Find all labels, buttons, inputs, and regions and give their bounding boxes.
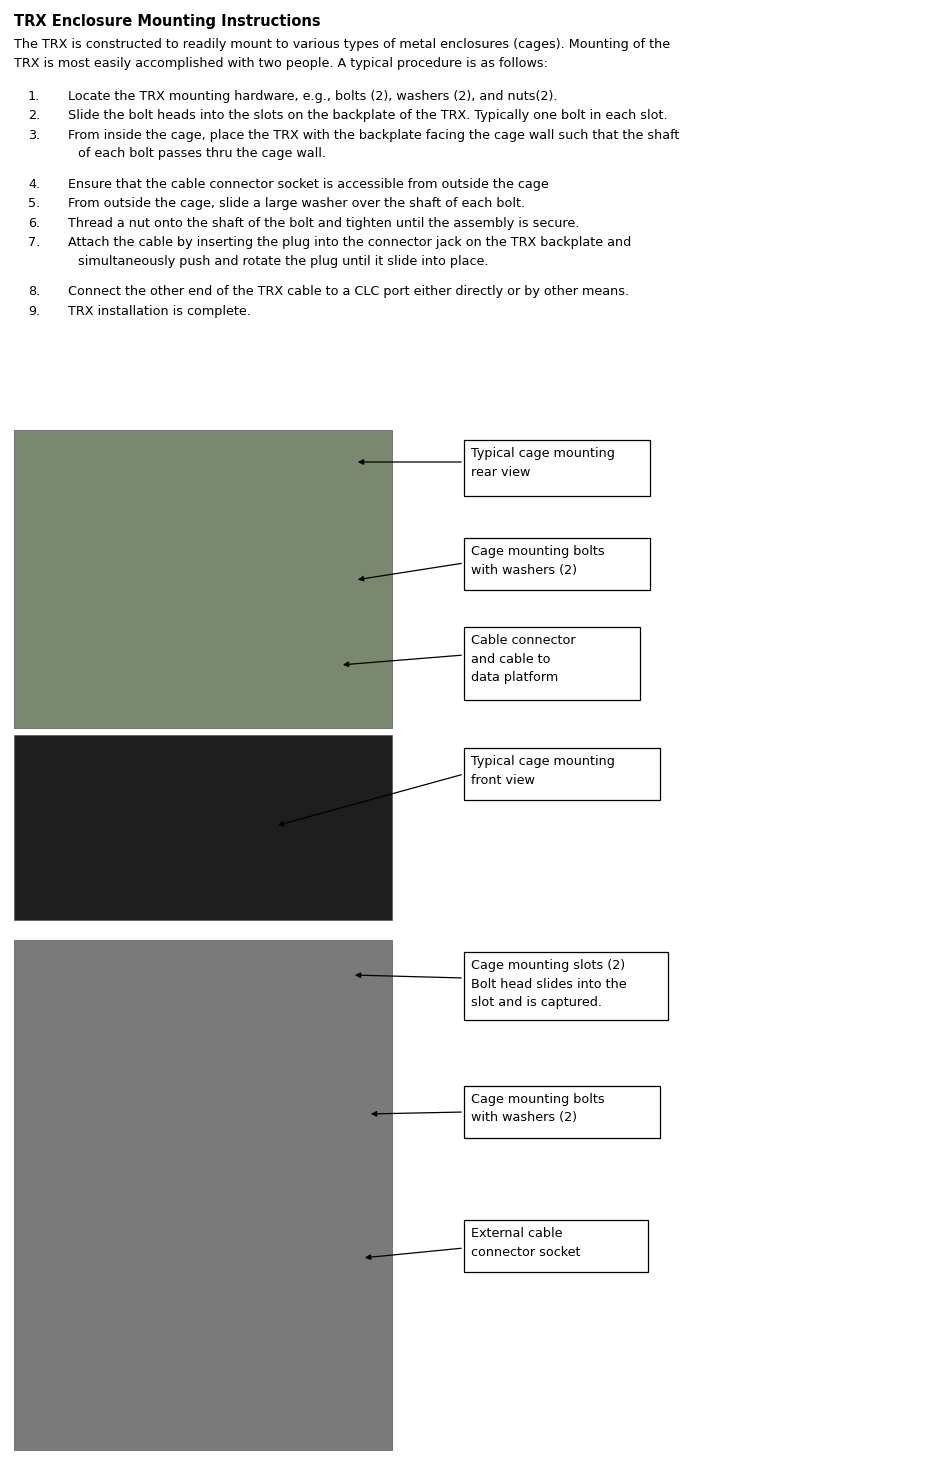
Text: External cable
connector socket: External cable connector socket bbox=[471, 1227, 580, 1259]
Text: 2.: 2. bbox=[28, 109, 40, 122]
Bar bbox=[464, 1086, 660, 1138]
Bar bbox=[14, 430, 392, 729]
Text: Locate the TRX mounting hardware, e.g., bolts (2), washers (2), and nuts(2).: Locate the TRX mounting hardware, e.g., … bbox=[68, 90, 557, 103]
Text: Typical cage mounting
rear view: Typical cage mounting rear view bbox=[471, 447, 615, 479]
Text: Cage mounting bolts
with washers (2): Cage mounting bolts with washers (2) bbox=[471, 545, 605, 576]
Text: Connect the other end of the TRX cable to a CLC port either directly or by other: Connect the other end of the TRX cable t… bbox=[68, 285, 630, 298]
Text: The TRX is constructed to readily mount to various types of metal enclosures (ca: The TRX is constructed to readily mount … bbox=[14, 38, 670, 51]
Text: TRX is most easily accomplished with two people. A typical procedure is as follo: TRX is most easily accomplished with two… bbox=[14, 57, 548, 71]
Text: 4.: 4. bbox=[28, 178, 40, 191]
Text: Thread a nut onto the shaft of the bolt and tighten until the assembly is secure: Thread a nut onto the shaft of the bolt … bbox=[68, 217, 579, 229]
Text: Slide the bolt heads into the slots on the backplate of the TRX. Typically one b: Slide the bolt heads into the slots on t… bbox=[68, 109, 668, 122]
Bar bbox=[464, 748, 660, 801]
Bar bbox=[464, 952, 668, 1019]
Text: Ensure that the cable connector socket is accessible from outside the cage: Ensure that the cable connector socket i… bbox=[68, 178, 549, 191]
Text: Cable connector
and cable to
data platform: Cable connector and cable to data platfo… bbox=[471, 635, 575, 685]
Text: TRX Enclosure Mounting Instructions: TRX Enclosure Mounting Instructions bbox=[14, 15, 320, 29]
Text: Cage mounting bolts
with washers (2): Cage mounting bolts with washers (2) bbox=[471, 1093, 605, 1124]
Text: Cage mounting slots (2)
Bolt head slides into the
slot and is captured.: Cage mounting slots (2) Bolt head slides… bbox=[471, 959, 627, 1009]
Text: Typical cage mounting
front view: Typical cage mounting front view bbox=[471, 755, 615, 786]
Bar bbox=[464, 441, 650, 497]
Text: 6.: 6. bbox=[28, 217, 40, 229]
Bar bbox=[14, 940, 392, 1450]
Bar bbox=[464, 627, 640, 701]
Text: 3.: 3. bbox=[28, 129, 40, 142]
Text: 1.: 1. bbox=[28, 90, 40, 103]
Text: TRX installation is complete.: TRX installation is complete. bbox=[68, 304, 251, 317]
Bar bbox=[464, 1219, 648, 1272]
Text: Attach the cable by inserting the plug into the connector jack on the TRX backpl: Attach the cable by inserting the plug i… bbox=[68, 237, 631, 250]
Bar bbox=[14, 734, 392, 920]
Text: 8.: 8. bbox=[28, 285, 40, 298]
Text: 5.: 5. bbox=[28, 197, 40, 210]
Text: From outside the cage, slide a large washer over the shaft of each bolt.: From outside the cage, slide a large was… bbox=[68, 197, 525, 210]
Text: 7.: 7. bbox=[28, 237, 40, 250]
Text: 9.: 9. bbox=[28, 304, 40, 317]
Bar bbox=[464, 538, 650, 591]
Text: simultaneously push and rotate the plug until it slide into place.: simultaneously push and rotate the plug … bbox=[78, 254, 489, 267]
Text: From inside the cage, place the TRX with the backplate facing the cage wall such: From inside the cage, place the TRX with… bbox=[68, 129, 679, 142]
Text: of each bolt passes thru the cage wall.: of each bolt passes thru the cage wall. bbox=[78, 147, 326, 160]
